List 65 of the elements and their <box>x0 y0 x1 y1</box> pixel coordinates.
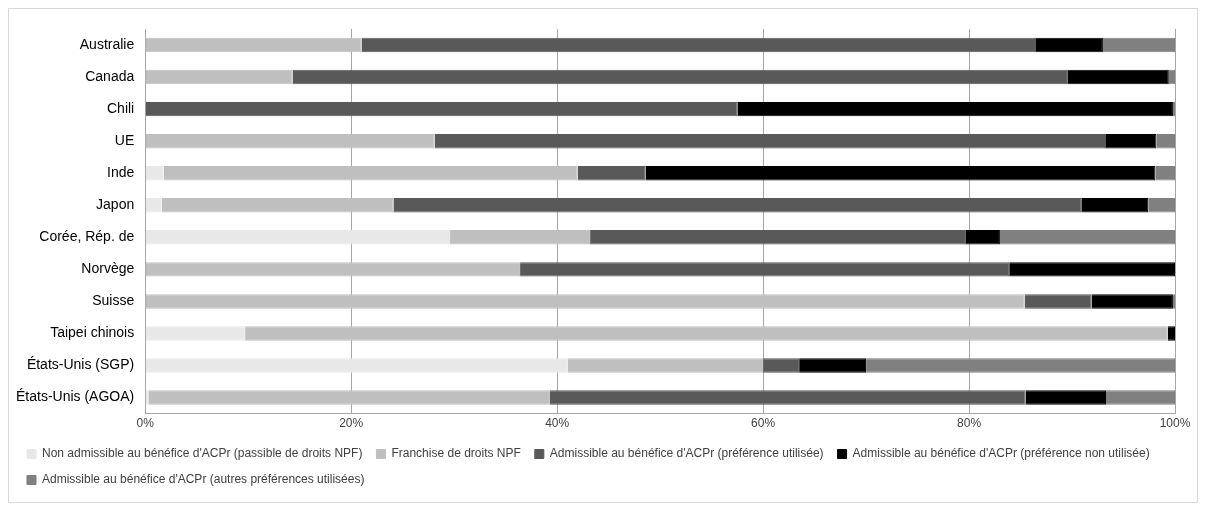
y-tick-label: Australie <box>79 35 135 52</box>
bar <box>1148 198 1175 213</box>
bar <box>450 230 591 245</box>
bar <box>799 358 867 373</box>
y-tick-label: Suisse <box>92 292 135 309</box>
bar <box>145 133 435 149</box>
bar <box>145 69 293 85</box>
bar <box>1035 37 1103 53</box>
y-tick-label: Taipei chinois <box>50 324 135 341</box>
bar <box>1081 198 1149 213</box>
legend-label: Admissible au bénéfice d'ACPr (autres préférences utilisées) <box>42 472 365 487</box>
bar <box>163 166 578 181</box>
legend-label: Non admissible au bénéfice d'ACPr (passible de droits NPF) <box>42 446 363 461</box>
y-tick-label: Corée, Rép. de <box>39 228 135 245</box>
y-tick-label: Chili <box>107 99 135 116</box>
bar <box>1167 326 1175 341</box>
bar <box>1024 294 1092 309</box>
bar <box>1009 262 1175 277</box>
legend-label: Admissible au bénéfice d'ACPr (préférence utilisée) <box>549 446 824 461</box>
legend-label: Admissible au bénéfice d'ACPr (préférence non utilisée) <box>852 446 1150 461</box>
bar <box>145 230 451 245</box>
bar <box>520 262 1010 277</box>
x-tick-label: 40% <box>545 416 570 431</box>
bar <box>965 230 1000 245</box>
bar <box>590 230 966 245</box>
bar <box>763 358 800 373</box>
bar <box>1025 390 1107 405</box>
bar <box>161 198 394 213</box>
x-tick-label: 80% <box>957 416 982 431</box>
y-tick-label: Japon <box>96 196 135 213</box>
bar <box>1168 69 1175 85</box>
legend-label: Franchise de droits NPF <box>391 446 521 461</box>
y-tick-label: États-Unis (AGOA) <box>15 388 135 405</box>
y-tick-label: Inde <box>106 164 135 181</box>
x-tick-label: 0% <box>136 416 155 431</box>
y-tick-label: UE <box>114 132 135 149</box>
y-tick-label: Norvège <box>81 260 135 277</box>
bar <box>577 166 646 181</box>
bar <box>1106 133 1157 149</box>
bar <box>145 37 362 53</box>
bar <box>866 358 1175 373</box>
bar <box>145 262 521 277</box>
y-tick-label: États-Unis (SGP) <box>26 356 135 373</box>
bar <box>148 390 550 405</box>
bar <box>434 133 1107 149</box>
bar <box>292 69 1068 85</box>
bar <box>645 166 1156 181</box>
bar <box>145 101 738 117</box>
x-tick-label: 100% <box>1159 416 1191 431</box>
x-tick-label: 20% <box>339 416 364 431</box>
bar <box>999 230 1175 245</box>
bar <box>1102 37 1175 53</box>
bar <box>393 198 1082 213</box>
bar <box>1091 294 1173 309</box>
bar <box>361 37 1036 53</box>
bar <box>245 326 1168 341</box>
bar <box>567 358 764 373</box>
bar <box>549 390 1026 405</box>
bar <box>145 358 568 373</box>
x-tick-label: 60% <box>751 416 776 431</box>
bar <box>145 326 246 341</box>
bar <box>1106 390 1175 405</box>
bar <box>1067 69 1169 85</box>
y-tick-label: Canada <box>85 67 135 84</box>
bar <box>737 101 1173 117</box>
